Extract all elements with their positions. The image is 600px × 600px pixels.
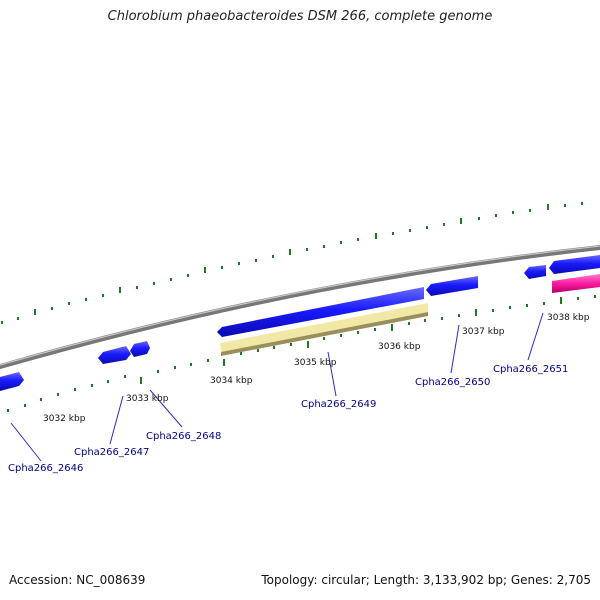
gene-pink-feature[interactable] [552,274,600,293]
tick-label: 3036 kbp [378,342,421,352]
gene-label[interactable]: Cpha266_2647 [74,447,149,458]
gene-label[interactable]: Cpha266_2646 [8,463,83,474]
gene-cpha266-2646-arrow[interactable] [0,372,24,391]
label-leaders [10,312,544,462]
genome-summary-text: Topology: circular; Length: 3,133,902 bp… [261,573,591,587]
gene-label[interactable]: Cpha266_2650 [415,377,490,388]
tick-label: 3035 kbp [294,358,337,368]
gene-cpha266-2649-cds[interactable] [220,303,428,356]
accession-text: Accession: NC_008639 [9,573,146,587]
tick-label: 3037 kbp [462,327,505,337]
gene-cpha266-2650-arrow[interactable] [426,276,478,296]
genome-backbone [0,245,600,370]
tick-label: 3033 kbp [126,394,169,404]
gene-cpha266-2648-arrow[interactable] [130,341,150,357]
gene-cpha266-2651-arrow[interactable] [524,255,600,279]
tick-label: 3038 kbp [547,313,590,323]
tick-label: 3034 kbp [210,376,253,386]
gene-label[interactable]: Cpha266_2649 [301,399,376,410]
gene-cpha266-2647-arrow[interactable] [98,346,131,364]
gene-cpha266-2649-arrow[interactable] [217,287,424,337]
inner-tick-ring [7,295,596,412]
map-title: Chlorobium phaeobacteroides DSM 266, com… [107,9,493,24]
gene-label[interactable]: Cpha266_2651 [493,364,568,375]
outer-tick-ring [1,202,583,324]
tick-label: 3032 kbp [43,414,86,424]
gene-label[interactable]: Cpha266_2648 [146,431,221,442]
